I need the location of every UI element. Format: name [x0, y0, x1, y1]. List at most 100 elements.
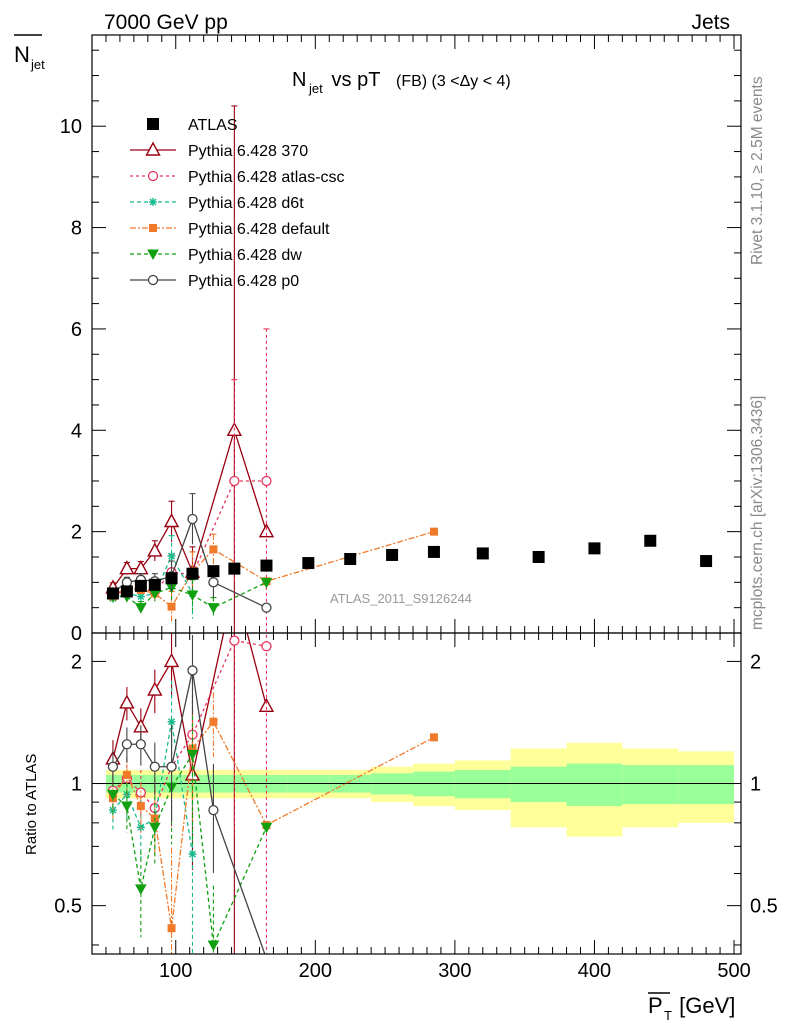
x-axis-label-main: P [648, 993, 663, 1018]
atlas-point [344, 553, 357, 566]
atlas-point [186, 567, 199, 580]
series-point [209, 545, 218, 554]
series-point [167, 551, 176, 560]
legend-label-atlas: ATLAS [188, 117, 238, 134]
legend-marker [147, 170, 159, 182]
series-ratio-point [121, 739, 133, 750]
atlas-point [260, 559, 273, 572]
x-tick-label: 500 [717, 960, 750, 982]
series-point [186, 590, 199, 602]
atlas-point [120, 585, 133, 598]
legend-marker [147, 249, 159, 261]
y-tick-label: 10 [60, 116, 82, 138]
series-point [163, 513, 180, 528]
series-point [261, 475, 272, 487]
plot-title-main: N [292, 69, 306, 91]
series-point [258, 523, 275, 538]
series-ratio-point [163, 652, 180, 668]
x-tick-label: 100 [159, 960, 192, 982]
legend-label: Pythia 6.428 370 [188, 143, 308, 160]
star-stroke [109, 806, 117, 814]
y-tick-label: 0 [71, 623, 82, 645]
ratio-ylabel: Ratio to ATLAS [23, 754, 40, 855]
series-ratio-point [149, 761, 160, 772]
ratio-tick-label: 1 [71, 774, 82, 796]
series-point [119, 560, 135, 575]
plot-title: N jet vs pT (FB) (3 <Δy < 4) [292, 69, 511, 96]
legend-marker [147, 274, 159, 286]
x-axis-label: P T [GeV] [648, 992, 735, 1023]
main-ylabel-main: N [14, 42, 30, 67]
series-ratio-point [208, 804, 219, 816]
series-ratio-point [136, 802, 145, 811]
star-stroke [168, 552, 176, 560]
legend-label: Pythia 6.428 default [188, 221, 330, 238]
y-tick-label: 6 [71, 319, 82, 341]
header-category-label: Jets [691, 11, 730, 34]
x-axis-label-unit: [GeV] [673, 993, 735, 1018]
series-point [429, 527, 438, 536]
atlas-point [134, 579, 147, 592]
ratio-plot-frame [91, 632, 742, 955]
series-main-3 [108, 527, 438, 622]
atlas-point [386, 548, 399, 561]
series-point [208, 577, 219, 588]
series-ratio-line [112, 639, 267, 810]
legend-marker-atlas [147, 118, 159, 130]
legend-label: Pythia 6.428 d6t [188, 195, 304, 212]
series-ratio-line [112, 752, 268, 948]
atlas-point [228, 562, 241, 575]
series-ratio-point [147, 681, 163, 696]
atlas-point [106, 587, 119, 600]
series-ratio-point [135, 739, 146, 750]
series-ratio-point [134, 884, 147, 895]
star-stroke [188, 850, 196, 858]
ratio-uncertainty-band [92, 742, 741, 837]
legend-marker [149, 198, 157, 206]
ratio-tick-label-right: 2 [750, 651, 761, 673]
y-tick-label: 2 [71, 522, 82, 544]
series-ratio-point [107, 789, 119, 801]
star-stroke [149, 198, 157, 206]
series-point [134, 603, 147, 614]
x-axis-label-sub: T [664, 1008, 672, 1023]
legend: ATLAS Pythia 6.428 370 Pythia 6.428 atlas-… [130, 117, 345, 290]
series-point [229, 475, 240, 487]
header-beam-label: 7000 GeV pp [104, 11, 228, 34]
data-series [105, 105, 713, 954]
band-inner-segment [566, 763, 623, 807]
series-line [112, 480, 267, 596]
x-tick-label: 200 [299, 960, 332, 982]
analysis-watermark: ATLAS_2011_S9126244 [330, 591, 472, 606]
x-tick-label: 300 [438, 960, 471, 982]
plot-title-selection: (FB) (3 <Δy < 4) [396, 73, 511, 90]
atlas-point [207, 565, 220, 578]
band-inner-segment [622, 765, 679, 805]
ratio-tick-label: 2 [71, 651, 82, 673]
series-ratio-point [119, 694, 135, 709]
series-ratio-line [112, 720, 435, 929]
series-point [260, 577, 273, 589]
series-ratio-point [264, 953, 269, 954]
star-stroke [137, 593, 145, 601]
series-ratio-point [167, 924, 176, 933]
main-ylabel: N jet [14, 34, 45, 72]
legend-label: Pythia 6.428 atlas-csc [188, 169, 345, 186]
band-inner-segment [454, 769, 511, 799]
band-inner-segment [678, 765, 735, 805]
series-ratio-point [122, 770, 131, 779]
atlas-point [532, 550, 545, 563]
legend-label: Pythia 6.428 p0 [188, 273, 299, 290]
y-tick-label: 8 [71, 218, 82, 240]
atlas-data [106, 534, 713, 600]
series-ratio-point [148, 822, 161, 834]
star-stroke [168, 718, 176, 726]
series-ratio-point [188, 850, 197, 859]
series-ratio-point [188, 744, 197, 753]
series-ratio-point [186, 749, 199, 761]
band-inner-segment [510, 766, 567, 803]
legend-marker [149, 224, 157, 232]
legend-marker [145, 141, 161, 156]
axes-ticks: 100 200 300 400 500 0 2 4 6 8 10 0.5 0.5 1 1 2 2 [54, 35, 778, 982]
